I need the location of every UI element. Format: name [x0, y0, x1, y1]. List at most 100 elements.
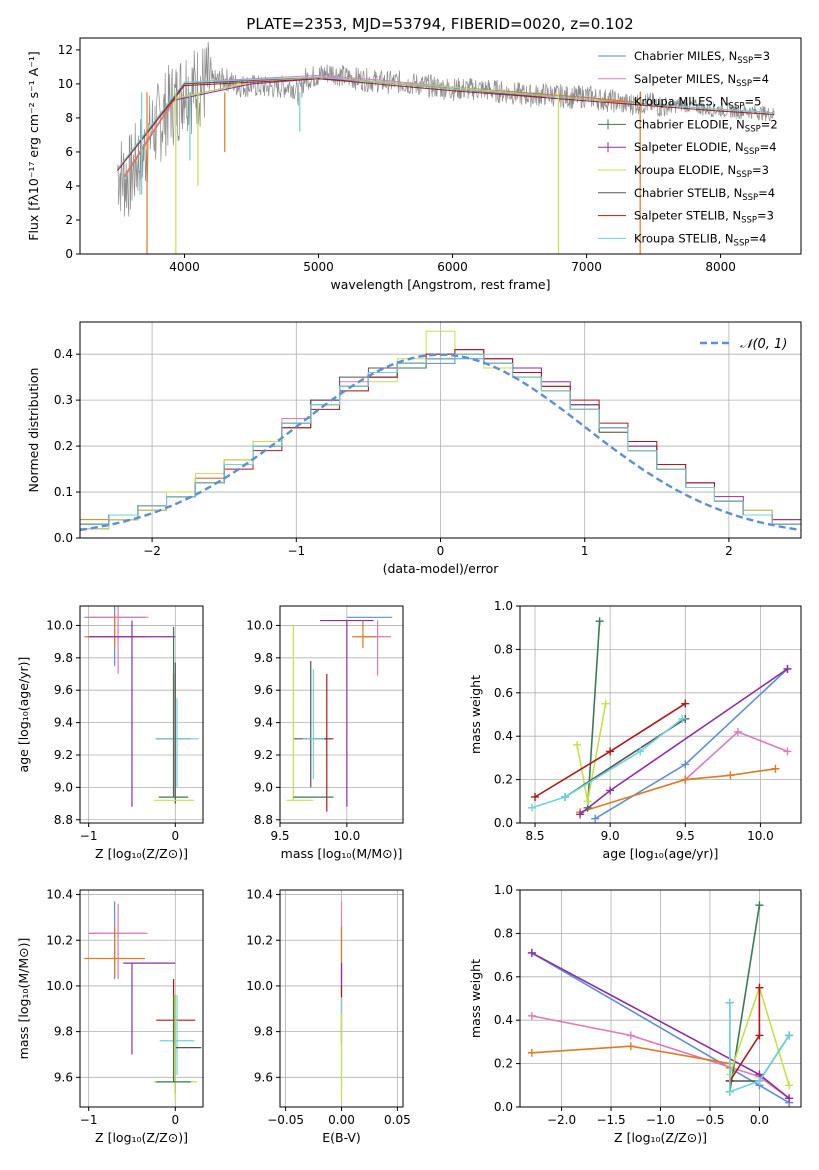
x-tick-label: 8.5 — [525, 829, 544, 843]
weight-marker-5 — [785, 1081, 794, 1090]
y-tick-label: 0.0 — [54, 531, 73, 545]
x-tick-label: 6000 — [437, 260, 468, 274]
y-tick-label: 0.4 — [54, 347, 73, 361]
y-tick-label: 10.4 — [46, 888, 73, 902]
legend-label: Chabrier MILES, NSSP=3 — [634, 49, 770, 66]
plot-area — [117, 41, 775, 254]
x-tick-label: 9.5 — [676, 829, 695, 843]
weight-marker-1 — [527, 1011, 536, 1020]
y-tick-label: 9.8 — [54, 651, 73, 665]
y-axis-label: Normed distribution — [26, 368, 41, 493]
y-tick-label: 8.8 — [54, 813, 73, 827]
x-tick-label: 7000 — [571, 260, 602, 274]
y-tick-label: 9.8 — [54, 1025, 73, 1039]
weight-marker-0 — [681, 760, 690, 769]
weight-marker-4 — [606, 786, 615, 795]
weight-line-2 — [579, 768, 776, 813]
y-tick-label: 0.2 — [494, 1057, 513, 1071]
weight-line-8 — [728, 1002, 790, 1093]
legend-entry-7: Salpeter STELIB, NSSP=3 — [598, 209, 774, 226]
y-tick-label: 9.6 — [254, 1070, 273, 1084]
y-tick-label: 0.6 — [494, 686, 513, 700]
panel-weight_vs_age: 8.5 9.0 9.5 10.0 0.0 0.2 0.4 0.6 0.8 1.0 age [log₁… — [468, 599, 802, 861]
y-tick-label: 9.6 — [254, 683, 273, 697]
legend-entry-2: Kroupa MILES, NSSP=5 — [598, 95, 761, 112]
legend-entry-6: Chabrier STELIB, NSSP=4 — [598, 186, 775, 203]
x-tick-label: −1 — [287, 544, 305, 558]
y-tick-label: 10.2 — [46, 933, 73, 947]
x-tick-label: −0.5 — [695, 1113, 724, 1127]
model-line-7 — [117, 78, 775, 172]
x-tick-label: −1 — [80, 829, 98, 843]
plot-area — [280, 606, 403, 823]
y-tick-label: 1.0 — [494, 883, 513, 897]
x-tick-label: 1 — [581, 544, 589, 558]
y-tick-label: 0.4 — [494, 1013, 513, 1027]
weight-line-8 — [531, 718, 683, 809]
y-tick-label: 10 — [58, 77, 73, 91]
axes-frame — [79, 37, 802, 255]
x-tick-label: 4000 — [169, 260, 200, 274]
x-tick-label: 0 — [171, 829, 179, 843]
y-tick-label: 9.4 — [54, 716, 73, 730]
y-axis-label: mass weight — [468, 675, 483, 754]
weight-marker-2 — [771, 764, 780, 773]
legend-label: Kroupa MILES, NSSP=5 — [634, 95, 761, 112]
legend-label: Salpeter MILES, NSSP=4 — [634, 72, 769, 89]
weight-marker-8 — [755, 1076, 764, 1085]
x-tick-label: −2.0 — [547, 1113, 576, 1127]
y-tick-label: 8.8 — [254, 813, 273, 827]
y-tick-label: 0.8 — [494, 642, 513, 656]
y-tick-label: 9.6 — [54, 1070, 73, 1084]
weight-line-1 — [531, 1015, 790, 1099]
y-tick-label: 9.0 — [54, 780, 73, 794]
y-tick-label: 0.0 — [494, 1100, 513, 1114]
x-tick-label: −1 — [80, 1113, 98, 1127]
legend-entry-4: Salpeter ELODIE, NSSP=4 — [598, 140, 777, 157]
x-axis-label: Z [log₁₀(Z/Z⊙)] — [95, 846, 188, 861]
plot-area — [80, 606, 203, 823]
x-tick-label: 10.0 — [333, 829, 360, 843]
y-tick-label: 10.0 — [46, 618, 73, 632]
weight-marker-8 — [561, 792, 570, 801]
weight-marker-7 — [606, 747, 615, 756]
weight-marker-7 — [755, 983, 764, 992]
x-tick-label: 5000 — [303, 260, 334, 274]
x-tick-label: 2 — [725, 544, 733, 558]
weight-marker-8 — [725, 1087, 734, 1096]
y-tick-label: 9.6 — [54, 683, 73, 697]
weight-marker-4 — [576, 810, 585, 819]
x-tick-label: 9.5 — [270, 829, 289, 843]
y-tick-label: 10.4 — [246, 888, 273, 902]
x-tick-label: −1.0 — [646, 1113, 675, 1127]
y-tick-label: 9.2 — [54, 748, 73, 762]
x-tick-label: 10.0 — [747, 829, 774, 843]
y-tick-label: 0.1 — [54, 485, 73, 499]
x-tick-label: 0.0 — [750, 1113, 769, 1127]
weight-marker-4 — [785, 1094, 794, 1103]
y-tick-label: 1.0 — [494, 599, 513, 613]
legend-label: Kroupa STELIB, NSSP=4 — [634, 231, 766, 248]
legend-entry-3: Chabrier ELODIE, NSSP=2 — [598, 117, 778, 134]
y-tick-label: 9.8 — [254, 1025, 273, 1039]
weight-marker-8 — [636, 747, 645, 756]
y-axis-label: mass weight — [468, 959, 483, 1038]
plot-area — [80, 322, 801, 538]
histogram-8 — [80, 353, 801, 525]
axes-frame — [79, 605, 204, 824]
x-tick-label: 0 — [171, 1113, 179, 1127]
y-tick-label: 2 — [65, 213, 73, 227]
plot-area — [80, 890, 203, 1107]
weight-marker-5 — [573, 740, 582, 749]
weight-marker-5 — [583, 797, 592, 806]
y-tick-label: 0.2 — [54, 439, 73, 453]
weight-marker-3 — [755, 901, 764, 910]
weight-marker-1 — [733, 727, 742, 736]
y-tick-label: 0.0 — [494, 816, 513, 830]
y-tick-label: 8 — [65, 111, 73, 125]
legend-label: Chabrier STELIB, NSSP=4 — [634, 186, 775, 203]
legend-entry-8: Kroupa STELIB, NSSP=4 — [598, 231, 766, 248]
weight-marker-8 — [725, 998, 734, 1007]
x-axis-label: Z [log₁₀(Z/Z⊙)] — [614, 1130, 707, 1145]
